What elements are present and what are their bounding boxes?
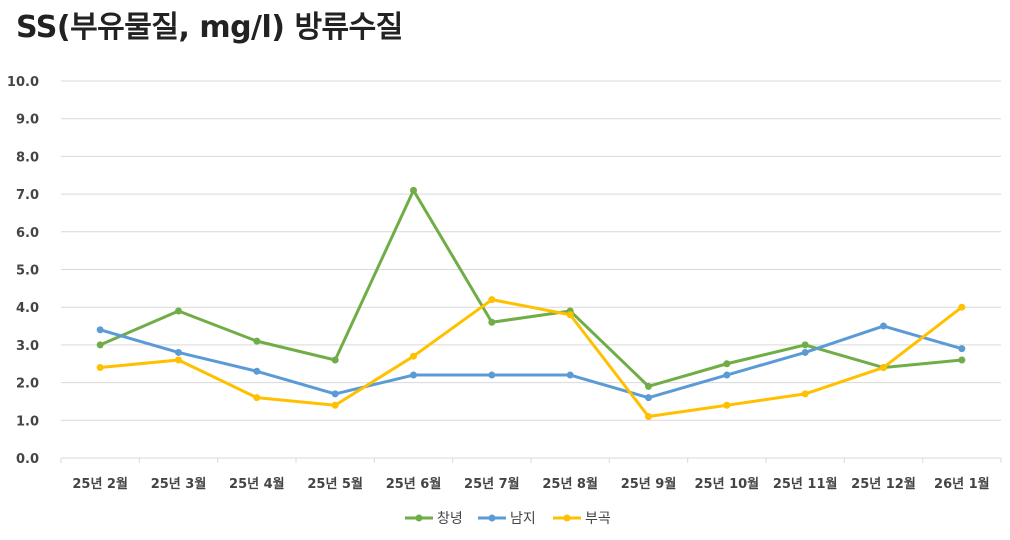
y-tick-label: 10.0 [7, 75, 39, 90]
x-tick-label: 25년 9월 [621, 476, 677, 492]
data-point [175, 356, 182, 364]
y-tick-label: 2.0 [16, 377, 39, 392]
data-point [958, 303, 966, 311]
data-point [801, 341, 809, 349]
x-tick-label: 25년 8월 [542, 476, 598, 492]
data-point [488, 318, 496, 326]
data-point [96, 364, 104, 372]
legend-marker [415, 514, 423, 522]
y-tick-label: 9.0 [16, 113, 39, 128]
data-point [645, 382, 652, 390]
legend-marker [488, 514, 496, 522]
data-point [723, 401, 731, 409]
x-tick-label: 25년 3월 [151, 476, 207, 492]
legend-label: 남지 [510, 511, 536, 527]
series-line [100, 298, 963, 419]
series-부곡 [96, 296, 966, 421]
data-point [410, 186, 417, 194]
series-창녕 [96, 186, 966, 390]
x-tick-label: 25년 4월 [229, 476, 285, 492]
data-point [175, 307, 182, 315]
chart-title: SS(부유물질, mg/l) 방류수질 [16, 10, 403, 45]
data-point [253, 337, 261, 345]
y-tick-label: 0.0 [16, 452, 39, 467]
data-point [410, 352, 417, 360]
y-tick-label: 4.0 [16, 301, 39, 316]
data-point [96, 326, 104, 334]
series-남지 [96, 322, 966, 402]
data-point [253, 394, 261, 402]
x-tick-label: 25년 11월 [773, 476, 838, 492]
series-line [99, 188, 962, 388]
data-point [488, 371, 496, 379]
data-point [723, 371, 731, 379]
x-tick-label: 25년 12월 [851, 476, 916, 492]
x-tick-label: 26년 1월 [934, 476, 990, 492]
data-point [645, 394, 652, 402]
data-point [958, 345, 966, 353]
series-line [99, 324, 963, 400]
data-point [958, 356, 966, 364]
data-point [253, 367, 261, 375]
x-tick-label: 25년 6월 [386, 476, 442, 492]
legend-marker [563, 514, 571, 522]
legend-label: 창녕 [437, 511, 463, 527]
data-point [566, 311, 574, 319]
x-tick-label: 25년 2월 [72, 476, 128, 492]
data-point [331, 401, 339, 409]
y-tick-label: 3.0 [16, 339, 39, 354]
data-point [566, 371, 574, 379]
data-point [880, 364, 887, 372]
legend-label: 부곡 [585, 511, 611, 527]
data-point [723, 360, 731, 368]
y-tick-label: 7.0 [16, 188, 39, 203]
data-point [880, 322, 887, 330]
x-tick-label: 25년 10월 [695, 476, 760, 492]
y-tick-label: 6.0 [16, 226, 39, 241]
data-point [645, 413, 652, 421]
data-point [331, 390, 339, 398]
data-point [801, 390, 809, 398]
data-point [175, 348, 182, 356]
x-tick-label: 25년 5월 [307, 476, 363, 492]
data-point [96, 341, 104, 349]
y-tick-label: 5.0 [16, 264, 39, 279]
data-point [488, 296, 496, 304]
y-tick-label: 8.0 [16, 150, 39, 165]
data-point [410, 371, 417, 379]
data-point [801, 348, 809, 356]
y-tick-label: 1.0 [16, 414, 39, 429]
data-point [331, 356, 339, 364]
x-tick-label: 25년 7월 [464, 476, 520, 492]
